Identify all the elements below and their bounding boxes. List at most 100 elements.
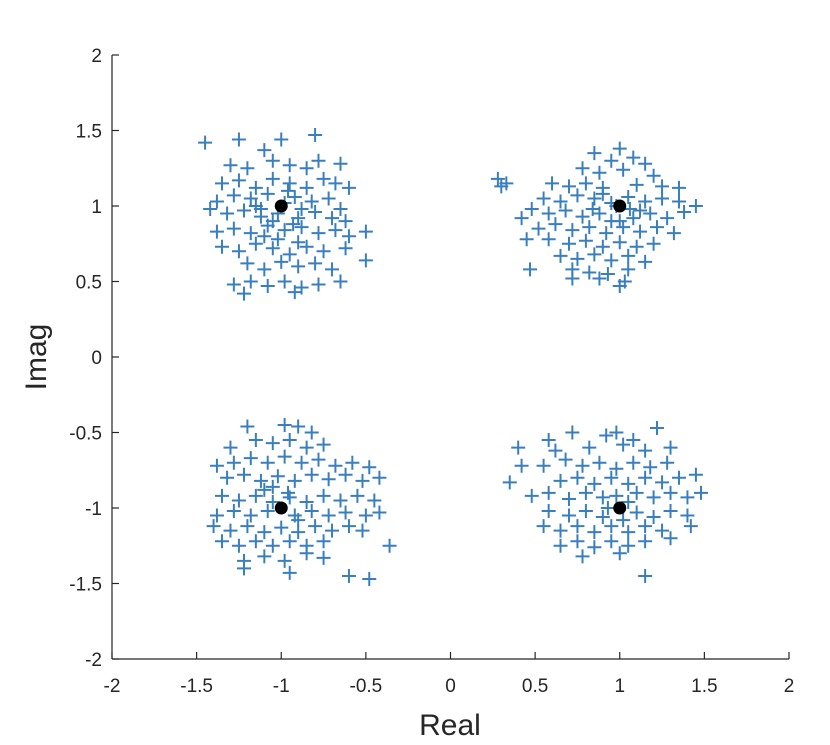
- scatter-point: [643, 206, 658, 221]
- x-ticks: -2 -1.5 -1 -0.5 0 0.5 1 1.5 2: [104, 652, 794, 697]
- scatter-point: [203, 202, 218, 217]
- scatter-point: [265, 153, 280, 168]
- scatter-point: [333, 156, 348, 171]
- x-tick-label: 1.5: [691, 676, 717, 697]
- scatter-point: [609, 425, 624, 440]
- scatter-point: [287, 189, 302, 204]
- scatter-point: [638, 443, 653, 458]
- scatter-point: [316, 550, 331, 565]
- constellation-point: [274, 199, 288, 213]
- scatter-point: [209, 224, 224, 239]
- scatter-point: [612, 235, 627, 250]
- scatter-point: [536, 519, 551, 534]
- scatter-point: [561, 491, 576, 506]
- scatter-point: [612, 546, 627, 561]
- scatter-point: [693, 485, 708, 500]
- scatter-point: [604, 153, 619, 168]
- scatter-point: [215, 488, 230, 503]
- scatter-point: [299, 546, 314, 561]
- scatter-point: [582, 265, 597, 280]
- scatter-point: [523, 262, 538, 277]
- scatter-point: [680, 490, 695, 505]
- scatter-point: [688, 467, 703, 482]
- scatter-point: [260, 504, 275, 519]
- scatter-point: [553, 194, 568, 209]
- scatter-point: [287, 285, 302, 300]
- scatter-point: [585, 202, 600, 217]
- scatter-point: [240, 419, 255, 434]
- scatter-point: [237, 286, 252, 301]
- scatter-point: [629, 177, 644, 192]
- scatter-point: [333, 493, 348, 508]
- scatter-point: [655, 523, 670, 538]
- scatter-point: [666, 226, 681, 241]
- scatter-point: [545, 176, 560, 191]
- scatter-point: [260, 279, 275, 294]
- scatter-point: [274, 132, 289, 147]
- scatter-point: [524, 202, 539, 217]
- scatter-point: [587, 476, 602, 491]
- scatter-point: [304, 504, 319, 519]
- scatter-point: [274, 520, 289, 535]
- scatter-point: [231, 244, 246, 259]
- scatter-point: [629, 485, 644, 500]
- y-tick-label: -2: [85, 650, 102, 671]
- y-ticks: -2 -1.5 -1 -0.5 0 0.5 1 1.5 2: [69, 46, 119, 671]
- scatter-point: [490, 171, 505, 186]
- scatter-point: [621, 494, 636, 509]
- scatter-point: [220, 206, 235, 221]
- scatter-point: [358, 253, 373, 268]
- scatter-point: [328, 458, 343, 473]
- scatter-point: [595, 490, 610, 505]
- scatter-point: [570, 534, 585, 549]
- scatter-point: [621, 248, 636, 263]
- scatter-point: [248, 180, 263, 195]
- scatter-point: [595, 239, 610, 254]
- scatter-point: [270, 232, 285, 247]
- scatter-point: [311, 277, 326, 292]
- scatter-point: [328, 223, 343, 238]
- scatter-point: [558, 203, 573, 218]
- scatter-point: [609, 461, 624, 476]
- scatter-point: [592, 455, 607, 470]
- scatter-point: [265, 538, 280, 553]
- scatter-point: [281, 485, 296, 500]
- scatter-point: [561, 179, 576, 194]
- scatter-point: [578, 233, 593, 248]
- scatter-point: [240, 256, 255, 271]
- scatter-point: [541, 206, 556, 221]
- scatter-point: [565, 271, 580, 286]
- scatter-point: [316, 171, 331, 186]
- x-tick-label: 0: [445, 676, 456, 697]
- x-tick-label: -1.5: [180, 676, 213, 697]
- scatter-point: [308, 256, 323, 271]
- scatter-point: [616, 437, 631, 452]
- y-tick-label: -0.5: [69, 424, 102, 445]
- scatter-point: [671, 180, 686, 195]
- scatter-point: [649, 420, 664, 435]
- scatter-point: [638, 519, 653, 534]
- data-points: [198, 128, 708, 586]
- scatter-point: [502, 475, 517, 490]
- scatter-point: [362, 460, 377, 475]
- scatter-point: [316, 244, 331, 259]
- scatter-point: [541, 433, 556, 448]
- scatter-point: [243, 274, 258, 289]
- scatter-point: [350, 488, 365, 503]
- scatter-point: [333, 274, 348, 289]
- y-tick-label: 1: [91, 197, 102, 218]
- x-tick-label: -1: [273, 676, 290, 697]
- x-tick-label: -0.5: [350, 676, 383, 697]
- scatter-point: [616, 220, 631, 235]
- scatter-point: [265, 436, 280, 451]
- scatter-point: [595, 510, 610, 525]
- scatter-point: [237, 203, 252, 218]
- scatter-point: [565, 425, 580, 440]
- scatter-point: [237, 467, 252, 482]
- scatter-point: [604, 519, 619, 534]
- scatter-point: [308, 128, 323, 143]
- scatter-point: [286, 217, 301, 232]
- scatter-point: [671, 470, 686, 485]
- scatter-point: [626, 455, 641, 470]
- scatter-point: [291, 525, 306, 540]
